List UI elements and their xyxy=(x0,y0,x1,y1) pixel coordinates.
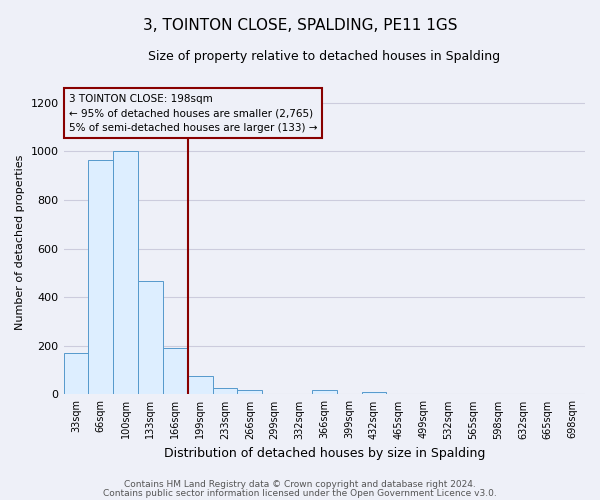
Bar xyxy=(188,376,212,394)
Bar xyxy=(88,160,113,394)
X-axis label: Distribution of detached houses by size in Spalding: Distribution of detached houses by size … xyxy=(164,447,485,460)
Text: 3, TOINTON CLOSE, SPALDING, PE11 1GS: 3, TOINTON CLOSE, SPALDING, PE11 1GS xyxy=(143,18,457,32)
Title: Size of property relative to detached houses in Spalding: Size of property relative to detached ho… xyxy=(148,50,500,63)
Bar xyxy=(163,348,188,395)
Bar xyxy=(212,388,238,394)
Bar xyxy=(238,390,262,394)
Bar xyxy=(362,392,386,394)
Text: Contains public sector information licensed under the Open Government Licence v3: Contains public sector information licen… xyxy=(103,488,497,498)
Bar xyxy=(312,390,337,394)
Text: 3 TOINTON CLOSE: 198sqm
← 95% of detached houses are smaller (2,765)
5% of semi-: 3 TOINTON CLOSE: 198sqm ← 95% of detache… xyxy=(69,94,317,133)
Bar xyxy=(138,282,163,395)
Bar xyxy=(64,353,88,395)
Y-axis label: Number of detached properties: Number of detached properties xyxy=(15,155,25,330)
Text: Contains HM Land Registry data © Crown copyright and database right 2024.: Contains HM Land Registry data © Crown c… xyxy=(124,480,476,489)
Bar xyxy=(113,152,138,394)
